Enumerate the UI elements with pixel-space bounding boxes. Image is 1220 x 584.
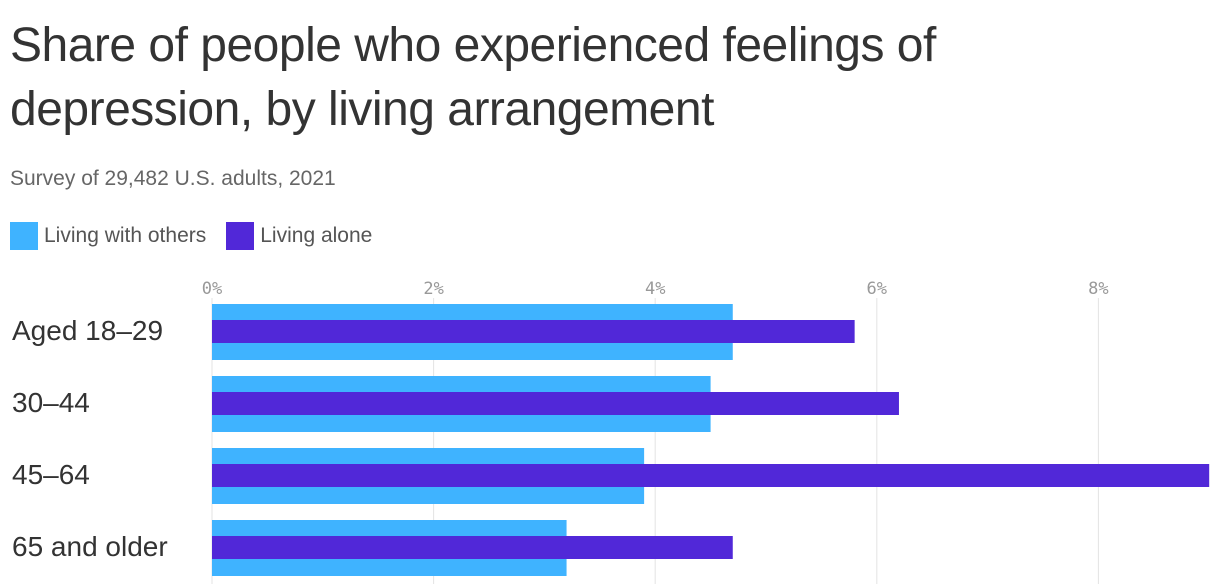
x-tick-label: 4% (645, 279, 665, 299)
bar-living-alone (212, 320, 855, 343)
legend-label-living-with-others: Living with others (44, 224, 207, 247)
x-tick-label: 8% (1088, 279, 1108, 299)
chart-title: Share of people who experienced feelings… (10, 19, 936, 136)
legend-label-living-alone: Living alone (260, 224, 373, 247)
category-label: 30–44 (12, 387, 90, 418)
x-tick-label: 6% (867, 279, 887, 299)
bar-living-alone (212, 464, 1210, 487)
category-label: 45–64 (12, 459, 90, 490)
legend-item-living-with-others: Living with others (10, 222, 206, 250)
x-tick-label: 2% (423, 279, 443, 299)
bar-living-alone (212, 392, 899, 415)
chart-subtitle: Survey of 29,482 U.S. adults, 2021 (10, 167, 336, 190)
category-label: Aged 18–29 (12, 315, 163, 346)
legend: Living with others Living alone (10, 222, 392, 250)
legend-swatch-living-alone (226, 222, 255, 250)
category-label: 65 and older (12, 531, 168, 562)
legend-item-living-alone: Living alone (226, 222, 372, 250)
x-tick-label: 0% (202, 279, 222, 299)
bar-living-alone (212, 536, 733, 559)
legend-swatch-living-with-others (10, 222, 38, 250)
